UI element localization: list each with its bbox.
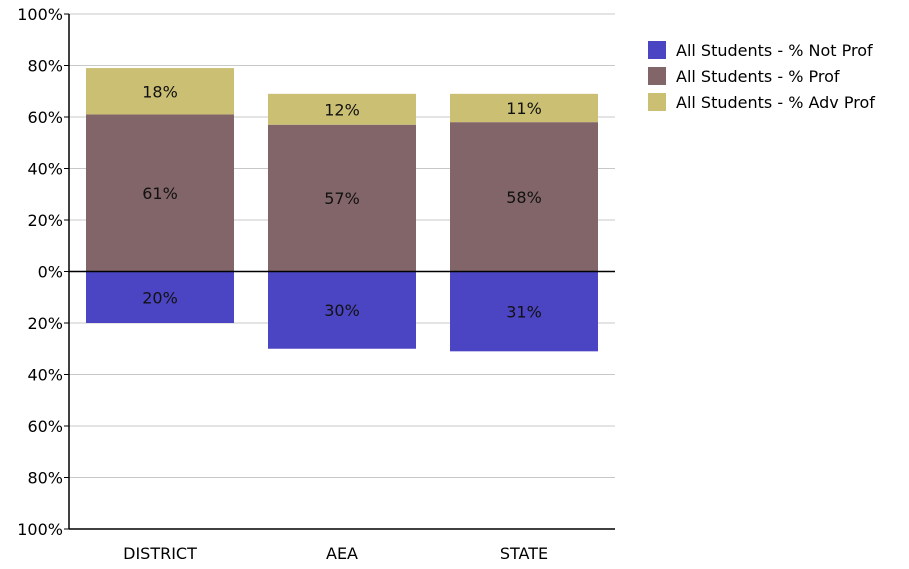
data-label: 11% bbox=[506, 99, 542, 118]
legend-item: All Students - % Prof bbox=[648, 63, 875, 89]
legend-swatch bbox=[648, 41, 666, 59]
data-label: 20% bbox=[142, 288, 178, 307]
y-tick-label: 20% bbox=[27, 314, 63, 333]
y-tick-label: 40% bbox=[27, 160, 63, 179]
y-tick-label: 0% bbox=[38, 263, 63, 282]
data-label: 31% bbox=[506, 302, 542, 321]
y-tick-label: 20% bbox=[27, 211, 63, 230]
legend-label: All Students - % Not Prof bbox=[676, 41, 873, 60]
legend-item: All Students - % Adv Prof bbox=[648, 89, 875, 115]
legend-item: All Students - % Not Prof bbox=[648, 37, 875, 63]
legend-label: All Students - % Adv Prof bbox=[676, 93, 875, 112]
legend-swatch bbox=[648, 67, 666, 85]
legend-label: All Students - % Prof bbox=[676, 67, 840, 86]
y-tick-label: 60% bbox=[27, 417, 63, 436]
data-label: 12% bbox=[324, 100, 360, 119]
y-tick-label: 60% bbox=[27, 108, 63, 127]
data-label: 58% bbox=[506, 188, 542, 207]
legend-swatch bbox=[648, 93, 666, 111]
data-label: 18% bbox=[142, 82, 178, 101]
data-label: 61% bbox=[142, 184, 178, 203]
x-tick-label: STATE bbox=[500, 544, 548, 563]
data-label: 57% bbox=[324, 189, 360, 208]
y-tick-label: 80% bbox=[27, 469, 63, 488]
y-tick-label: 40% bbox=[27, 366, 63, 385]
y-tick-label: 100% bbox=[17, 5, 63, 24]
x-tick-label: DISTRICT bbox=[123, 544, 197, 563]
data-label: 30% bbox=[324, 301, 360, 320]
x-tick-label: AEA bbox=[326, 544, 358, 563]
y-tick-label: 100% bbox=[17, 520, 63, 539]
y-tick-label: 80% bbox=[27, 57, 63, 76]
legend: All Students - % Not Prof All Students - … bbox=[648, 37, 875, 115]
